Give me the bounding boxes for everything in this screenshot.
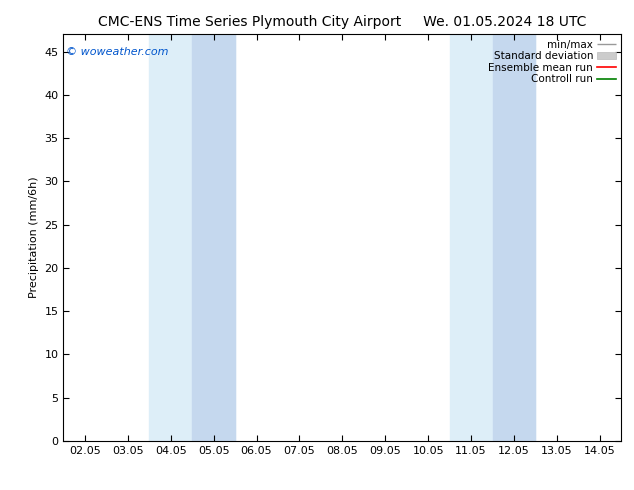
Text: © woweather.com: © woweather.com <box>66 47 169 56</box>
Bar <box>493 34 536 441</box>
Bar <box>149 34 235 441</box>
Y-axis label: Precipitation (mm/6h): Precipitation (mm/6h) <box>29 177 39 298</box>
Title: CMC-ENS Time Series Plymouth City Airport     We. 01.05.2024 18 UTC: CMC-ENS Time Series Plymouth City Airpor… <box>98 15 586 29</box>
Bar <box>192 34 235 441</box>
Legend: min/max, Standard deviation, Ensemble mean run, Controll run: min/max, Standard deviation, Ensemble me… <box>488 40 616 84</box>
Bar <box>450 34 536 441</box>
